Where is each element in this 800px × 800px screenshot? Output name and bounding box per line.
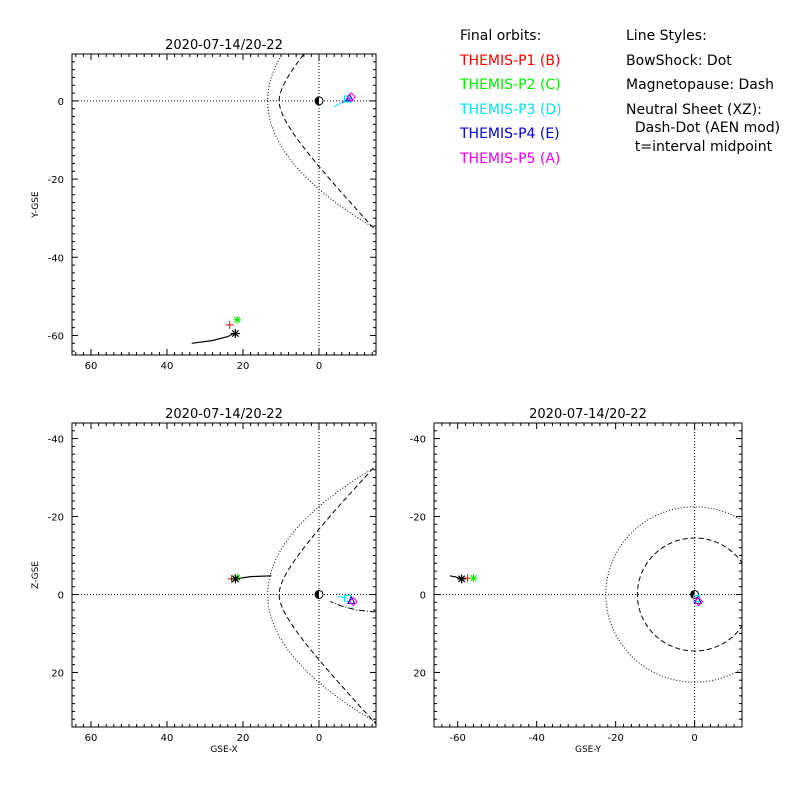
- probe-marker-themis-p2: [233, 315, 242, 324]
- y-tick-label: 20: [413, 668, 426, 679]
- x-tick-label: -60: [450, 733, 466, 744]
- x-tick-label: 0: [316, 733, 322, 744]
- orbit-trajectory: [191, 332, 234, 344]
- probe-marker-themis-p3: [344, 95, 351, 103]
- y-tick-label: -60: [48, 331, 64, 342]
- probe-track-themis-p3: [337, 595, 348, 599]
- x-axis-label: GSE-X: [210, 745, 237, 755]
- magnetopause-circle: [636, 537, 742, 652]
- magnetopause-curve: [278, 464, 376, 725]
- line-style-neutral-sheet: Neutral Sheet (XZ):: [626, 101, 762, 118]
- plot-title: 2020-07-14/20-22: [165, 407, 283, 422]
- x-tick-label: 60: [85, 361, 98, 372]
- y-axis-label: Z-GSE: [31, 561, 41, 589]
- bowshock-curve: [267, 54, 376, 230]
- probe-marker-themis-p5: [693, 596, 704, 607]
- x-axis-label: GSE-Y: [575, 745, 602, 755]
- current-position-marker: [230, 329, 240, 338]
- y-tick-label: 0: [420, 590, 426, 601]
- x-tick-label: 0: [691, 733, 697, 744]
- x-tick-label: 0: [316, 361, 322, 372]
- current-position-marker: [457, 574, 467, 584]
- final-orbits-legend: Final orbits: THEMIS-P1 (B) THEMIS-P2 (C…: [460, 24, 562, 171]
- plot-frame: [433, 422, 743, 728]
- y-tick-label: -20: [48, 175, 64, 186]
- magnetopause-curve: [278, 54, 376, 232]
- earth-night-side: [315, 590, 319, 599]
- x-tick-label: 20: [237, 733, 250, 744]
- x-tick-label: 40: [161, 361, 174, 372]
- neutral-sheet-curve: [330, 601, 376, 613]
- line-styles-legend: Line Styles: BowShock: Dot Magnetopause:…: [626, 24, 780, 159]
- y-tick-label: -20: [410, 513, 426, 524]
- y-tick-label: -40: [48, 253, 64, 264]
- probe-marker-themis-p5: [348, 596, 358, 607]
- final-orbits-title: Final orbits:: [460, 28, 542, 44]
- y-tick-label: 20: [51, 668, 64, 679]
- legend-probe-p1: THEMIS-P1 (B): [460, 52, 561, 69]
- y-axis-label: Y-GSE: [31, 191, 41, 219]
- y-tick-label: -40: [410, 435, 426, 446]
- plot-title: 2020-07-14/20-22: [529, 407, 647, 422]
- y-tick-label: -20: [48, 513, 64, 524]
- plot-area: [72, 423, 376, 727]
- x-tick-label: 20: [237, 361, 250, 372]
- x-tick-label: -20: [607, 733, 623, 744]
- probe-marker-themis-p5: [346, 92, 357, 102]
- plot-area: [72, 54, 376, 355]
- legend-probe-p3: THEMIS-P3 (D): [460, 101, 562, 118]
- legend-probe-p2: THEMIS-P2 (C): [460, 77, 561, 93]
- line-styles-title: Line Styles:: [626, 28, 707, 44]
- probe-marker-themis-p2: [469, 574, 478, 583]
- line-style-magnetopause: Magnetopause: Dash: [626, 77, 775, 93]
- bowshock-curve: [267, 466, 376, 723]
- plot-frame: [71, 53, 377, 356]
- line-style-time-note: t=interval midpoint: [626, 138, 773, 155]
- legend-probe-p4: THEMIS-P4 (E): [460, 126, 560, 142]
- plot-frame: [71, 422, 377, 728]
- line-style-bowshock: BowShock: Dot: [626, 52, 732, 69]
- earth-night-side: [315, 96, 319, 105]
- y-tick-label: -40: [48, 435, 64, 446]
- plot-area: [434, 423, 742, 727]
- orbit-trajectory: [449, 575, 462, 580]
- current-position-marker: [230, 574, 240, 584]
- x-tick-label: -40: [528, 733, 544, 744]
- x-tick-label: 60: [85, 733, 98, 744]
- line-style-neutral-sheet-detail: Dash-Dot (AEN mod): [626, 120, 781, 136]
- probe-marker-themis-p1: [225, 320, 234, 329]
- x-tick-label: 40: [161, 733, 174, 744]
- legend-probe-p5: THEMIS-P5 (A): [460, 150, 561, 167]
- y-tick-label: 0: [58, 97, 64, 108]
- bowshock-circle: [605, 506, 742, 683]
- panel-yz: 2020-07-14/20-22 -60 -40 -20 0 -40 -20 0 20 GSE-Y: [410, 407, 743, 755]
- plot-title: 2020-07-14/20-22: [165, 38, 283, 53]
- y-tick-label: 0: [58, 590, 64, 601]
- panel-xy: 2020-07-14/20-22 60 40 20 0 -60 -40 -20 0 Y-GSE: [31, 38, 377, 372]
